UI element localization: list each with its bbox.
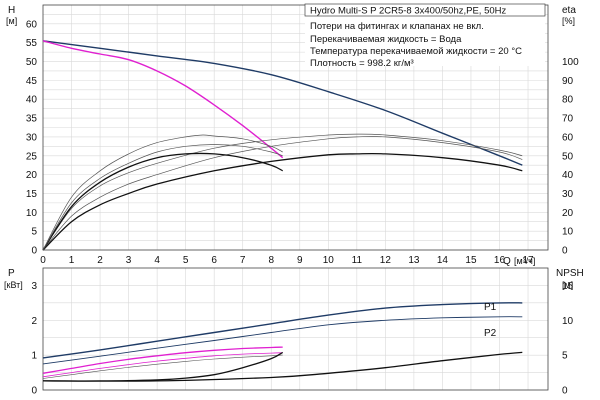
- top-y-left-tick: 60: [26, 19, 38, 30]
- top-y-right-tick: 10: [562, 227, 574, 238]
- top-series-eta-small-thick: [42, 152, 284, 251]
- bottom-series-p2: [42, 316, 523, 365]
- bottom-y-right-tick: 0: [562, 386, 568, 397]
- top-x-unit: [м³/ч]: [514, 256, 535, 266]
- top-x-tick: 8: [268, 255, 274, 266]
- top-y-right-tick: 30: [562, 189, 574, 200]
- bottom-chart-ticks: 0 1 2 3 0 5 10 15: [31, 281, 573, 397]
- top-y-left-tick: 25: [26, 151, 38, 162]
- bottom-y-right-unit: [м]: [562, 280, 573, 290]
- top-y-right-label: eta: [562, 5, 576, 16]
- top-y-left-tick: 35: [26, 114, 38, 125]
- top-y-left-tick: 45: [26, 76, 38, 87]
- top-series-eta-small-thin-outer: [42, 134, 283, 251]
- info-line-1: Потери на фитингах и клапанах не вкл.: [310, 21, 484, 32]
- top-x-tick: 12: [380, 255, 392, 266]
- top-series-h-single: [42, 40, 284, 159]
- top-x-tick: 13: [408, 255, 420, 266]
- bottom-y-left-tick: 1: [31, 351, 37, 362]
- top-x-label: Q: [503, 256, 511, 267]
- top-x-tick: 15: [465, 255, 477, 266]
- top-chart-ticks: 0510152025303540455055600102030405060708…: [26, 19, 579, 266]
- top-y-left-label: H: [8, 5, 15, 16]
- top-y-left-tick: 50: [26, 57, 38, 68]
- top-x-tick: 17: [522, 255, 534, 266]
- top-x-tick: 1: [69, 255, 75, 266]
- top-y-left-tick: 55: [26, 38, 38, 49]
- info-line-2: Перекачиваемая жидкость = Вода: [310, 34, 462, 45]
- top-chart-frame: [42, 4, 549, 251]
- top-x-tick: 7: [240, 255, 246, 266]
- bottom-series-npsh-big: [42, 351, 523, 382]
- bottom-y-left-unit: [кВт]: [4, 280, 23, 290]
- info-line-3: Температура перекачиваемой жидкости = 20…: [310, 46, 522, 57]
- top-x-tick: 11: [352, 255, 363, 266]
- bottom-chart-frame: [42, 267, 549, 391]
- bottom-series-p-inner-thin: [42, 354, 283, 379]
- top-y-left-tick: 40: [26, 95, 38, 106]
- top-x-tick: 16: [494, 255, 506, 266]
- top-y-left-tick: 15: [26, 189, 38, 200]
- top-x-tick: 10: [323, 255, 335, 266]
- bottom-series-npsh-small: [42, 351, 284, 382]
- top-y-right-tick: 70: [562, 114, 574, 125]
- bottom-chart-series: [42, 302, 523, 382]
- top-y-right-tick: 0: [562, 246, 568, 257]
- top-x-tick: 5: [183, 255, 189, 266]
- bottom-y-right-tick: 15: [562, 281, 574, 292]
- top-y-left-tick: 0: [31, 246, 37, 257]
- top-x-tick: 4: [154, 255, 160, 266]
- top-series-eta-big-thin-outer: [42, 133, 523, 251]
- series-label-p2: P2: [484, 328, 497, 339]
- bottom-y-left-tick: 0: [31, 386, 37, 397]
- top-x-tick: 6: [211, 255, 217, 266]
- top-y-right-tick: 40: [562, 170, 574, 181]
- top-y-right-tick: 100: [562, 57, 579, 68]
- top-x-tick: 0: [40, 255, 46, 266]
- top-y-left-tick: 20: [26, 170, 38, 181]
- bottom-y-right-tick: 5: [562, 351, 568, 362]
- bottom-y-left-label: P: [8, 268, 15, 279]
- top-x-tick: 14: [437, 255, 449, 266]
- info-line-4: Плотность = 998.2 кг/м³: [310, 58, 414, 69]
- bottom-y-left-tick: 3: [31, 281, 37, 292]
- bottom-y-right-tick: 10: [562, 316, 574, 327]
- top-series-eta-small-thin-inner: [42, 144, 283, 251]
- top-x-tick: 2: [97, 255, 103, 266]
- bottom-y-right-label: NPSH: [556, 268, 584, 279]
- top-y-left-unit: [м]: [6, 16, 17, 26]
- top-y-right-unit: [%]: [562, 16, 575, 26]
- series-label-p1: P1: [484, 302, 497, 313]
- top-y-left-tick: 10: [26, 208, 38, 219]
- top-y-right-tick: 50: [562, 151, 574, 162]
- bottom-series-p1-single: [42, 346, 283, 374]
- pump-title: Hydro Multi-S P 2CR5-8 3x400/50hz,PE, 50…: [310, 6, 506, 17]
- bottom-y-left-tick: 2: [31, 316, 37, 327]
- title-box: [304, 3, 546, 17]
- top-y-left-tick: 5: [31, 227, 37, 238]
- top-y-right-tick: 90: [562, 76, 574, 87]
- top-x-tick: 9: [297, 255, 303, 266]
- top-y-left-tick: 30: [26, 132, 38, 143]
- top-y-right-tick: 80: [562, 95, 574, 106]
- bottom-series-p2-single: [42, 352, 283, 378]
- top-x-tick: 3: [126, 255, 132, 266]
- top-chart-series: [42, 40, 523, 251]
- top-y-right-tick: 20: [562, 208, 574, 219]
- bottom-series-p1: [42, 302, 523, 359]
- top-series-eta-big-thick: [42, 152, 523, 251]
- top-y-right-tick: 60: [562, 132, 574, 143]
